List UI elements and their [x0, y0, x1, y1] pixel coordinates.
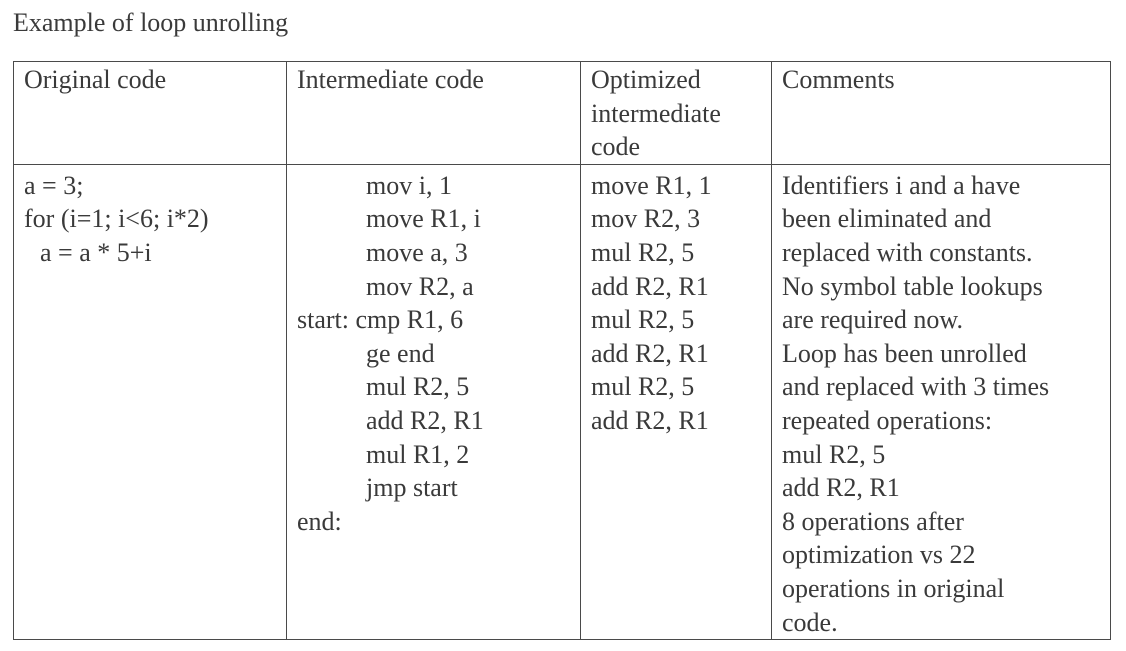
comment-line: been eliminated and	[782, 204, 992, 234]
comment-line: operations in original	[782, 573, 1005, 603]
header-optimized-line: code	[591, 132, 641, 162]
optimized-code-line: add R2, R1	[591, 271, 709, 301]
optimized-code-line: mul R2, 5	[591, 237, 695, 267]
content-row: a = 3; for (i=1; i<6; i*2) a = a * 5+i m…	[13, 163, 1111, 641]
comment-line: code.	[782, 607, 838, 637]
original-code-line: a = 3;	[24, 170, 84, 200]
intermediate-code-line: add R2, R1	[366, 405, 484, 435]
optimized-code-line: mul R2, 5	[591, 305, 695, 335]
intermediate-code-line: jmp start	[366, 473, 458, 503]
comment-line: Identifiers i and a have	[782, 170, 1021, 200]
original-code-cell: a = 3; for (i=1; i<6; i*2) a = a * 5+i	[13, 163, 287, 641]
loop-unrolling-table: Original code Intermediate code Optimize…	[13, 61, 1111, 641]
comment-line: replaced with constants.	[782, 237, 1033, 267]
optimized-code-line: mov R2, 3	[591, 204, 701, 234]
intermediate-code-line: start: cmp R1, 6	[297, 303, 570, 337]
header-optimized-line: intermediate	[591, 98, 721, 128]
comment-line: add R2, R1	[782, 473, 900, 503]
header-original-code: Original code	[13, 61, 287, 165]
intermediate-code-line: ge end	[366, 338, 435, 368]
comment-line: optimization vs 22	[782, 540, 976, 570]
intermediate-code-line: move R1, i	[366, 204, 481, 234]
comment-line: are required now.	[782, 305, 963, 335]
comment-line: and replaced with 3 times	[782, 372, 1050, 402]
intermediate-code-line: move a, 3	[366, 237, 468, 267]
code-label: start:	[297, 305, 349, 335]
comment-line: repeated operations:	[782, 405, 993, 435]
header-optimized-code: Optimized intermediate code	[580, 61, 772, 165]
intermediate-code-line: mov R2, a	[366, 271, 474, 301]
intermediate-code-line: mul R2, 5	[366, 372, 470, 402]
optimized-code-line: add R2, R1	[591, 338, 709, 368]
header-comments: Comments	[771, 61, 1111, 165]
header-row: Original code Intermediate code Optimize…	[13, 61, 1111, 165]
optimized-code-line: mul R2, 5	[591, 372, 695, 402]
optimized-code-line: move R1, 1	[591, 170, 712, 200]
intermediate-code-line: mul R1, 2	[366, 439, 470, 469]
comments-cell: Identifiers i and a have been eliminated…	[771, 163, 1111, 641]
optimized-code-line: add R2, R1	[591, 405, 709, 435]
code-instruction: cmp R1, 6	[355, 305, 464, 335]
comment-line: Loop has been unrolled	[782, 338, 1027, 368]
header-optimized-line: Optimized	[591, 65, 701, 94]
comment-line: No symbol table lookups	[782, 271, 1043, 301]
document-title: Example of loop unrolling	[13, 8, 289, 37]
original-code-line: for (i=1; i<6; i*2)	[24, 204, 209, 234]
optimized-code-cell: move R1, 1 mov R2, 3 mul R2, 5 add R2, R…	[580, 163, 772, 641]
intermediate-code-line: end:	[297, 506, 342, 536]
header-intermediate-code: Intermediate code	[286, 61, 581, 165]
intermediate-code-cell: mov i, 1 move R1, i move a, 3 mov R2, a …	[286, 163, 581, 641]
intermediate-code-line: mov i, 1	[366, 170, 452, 200]
comment-line: 8 operations after	[782, 506, 964, 536]
original-code-line: a = a * 5+i	[40, 237, 152, 267]
comment-line: mul R2, 5	[782, 439, 886, 469]
